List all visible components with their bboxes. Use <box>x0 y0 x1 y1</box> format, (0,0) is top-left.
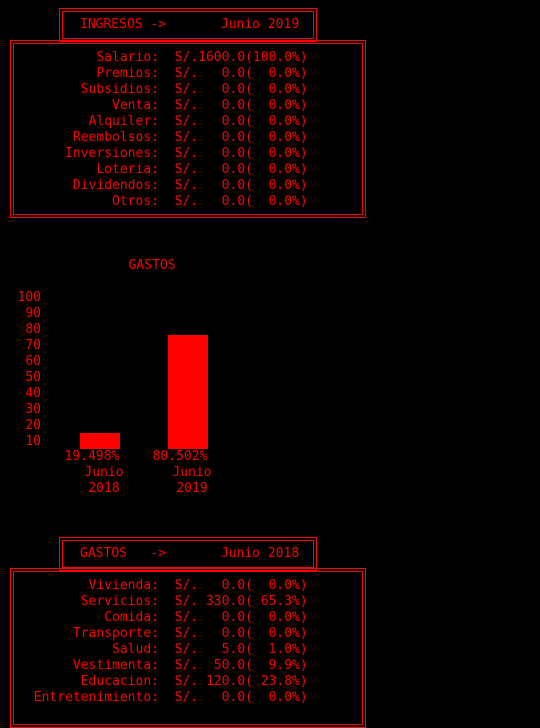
ingresos-row-label: Inversiones: <box>65 146 159 161</box>
y-tick-label: 30 <box>25 402 41 417</box>
ingresos-list: Salario: S/.1600.0(100.0%) Premios: S/. 0… <box>20 50 308 210</box>
bar <box>80 433 120 449</box>
ingresos-row-value: S/. 0.0( 0.0%) <box>174 130 308 145</box>
bar-value-label: 80.502% <box>152 449 208 464</box>
gastos-row-value: S/. 5.0( 1.0%) <box>174 642 308 657</box>
y-tick-label: 40 <box>25 386 41 401</box>
ingresos-row-label: Dividendos: <box>72 178 159 193</box>
y-tick-label: 90 <box>25 306 41 321</box>
gastos-row: Entretenimiento: S/. 0.0( 0.0%) <box>20 690 308 706</box>
ingresos-row-value: S/. 0.0( 0.0%) <box>174 82 308 97</box>
ingresos-row-value: S/. 0.0( 0.0%) <box>174 98 308 113</box>
ingresos-row: Inversiones: S/. 0.0( 0.0%) <box>20 146 308 162</box>
gastos-row: Vestimenta: S/. 50.0( 9.9%) <box>20 658 308 674</box>
ingresos-row-value: S/. 0.0( 0.0%) <box>174 194 308 209</box>
y-tick-label: 20 <box>25 418 41 433</box>
ingresos-row-label: Subsidios: <box>80 82 159 97</box>
ingresos-row-label: Alquiler: <box>88 114 159 129</box>
y-tick-label: 80 <box>25 322 41 337</box>
ingresos-row: Dividendos: S/. 0.0( 0.0%) <box>20 178 308 194</box>
category-label: 2018 <box>88 481 120 496</box>
ingresos-row-value: S/. 0.0( 0.0%) <box>174 178 308 193</box>
gastos-list: Vivienda: S/. 0.0( 0.0%) Servicios: S/. 3… <box>20 578 308 706</box>
ingresos-header-box <box>59 8 317 42</box>
ingresos-row: Salario: S/.1600.0(100.0%) <box>20 50 308 66</box>
y-tick-label: 70 <box>25 338 41 353</box>
bar-value-label: 19.498% <box>64 449 120 464</box>
gastos-row-label: Comida: <box>104 610 159 625</box>
gastos-row-label: Servicios: <box>80 594 159 609</box>
gastos-row-value: S/. 0.0( 0.0%) <box>174 610 308 625</box>
ingresos-row-value: S/. 0.0( 0.0%) <box>174 162 308 177</box>
ingresos-row-value: S/. 0.0( 0.0%) <box>174 66 308 81</box>
ingresos-row-value: S/.1600.0(100.0%) <box>174 50 308 65</box>
ingresos-row-value: S/. 0.0( 0.0%) <box>174 114 308 129</box>
gastos-row-label: Salud: <box>112 642 159 657</box>
category-label: 2019 <box>176 481 208 496</box>
y-tick-label: 60 <box>25 354 41 369</box>
gastos-row-value: S/. 0.0( 0.0%) <box>174 690 308 705</box>
y-tick-label: 10 <box>25 434 41 449</box>
ingresos-row: Alquiler: S/. 0.0( 0.0%) <box>20 114 308 130</box>
gastos-header-box <box>59 537 317 571</box>
gastos-row-value: S/. 330.0( 65.3%) <box>174 594 308 609</box>
gastos-row-value: S/. 0.0( 0.0%) <box>174 626 308 641</box>
ingresos-row: Reembolsos: S/. 0.0( 0.0%) <box>20 130 308 146</box>
gastos-row-label: Entretenimiento: <box>33 690 159 705</box>
ingresos-row: Subsidios: S/. 0.0( 0.0%) <box>20 82 308 98</box>
category-label: Junio <box>172 465 212 480</box>
ingresos-row-label: Reembolsos: <box>72 130 159 145</box>
ingresos-row: Otros: S/. 0.0( 0.0%) <box>20 194 308 210</box>
ingresos-row: Premios: S/. 0.0( 0.0%) <box>20 66 308 82</box>
gastos-row: Servicios: S/. 330.0( 65.3%) <box>20 594 308 610</box>
gastos-row: Educacion: S/. 120.0( 23.8%) <box>20 674 308 690</box>
ingresos-row-label: Premios: <box>96 66 159 81</box>
ingresos-row-label: Venta: <box>112 98 159 113</box>
ingresos-row: Loteria: S/. 0.0( 0.0%) <box>20 162 308 178</box>
ingresos-header-text: INGRESOS -> Junio 2019 <box>80 17 300 32</box>
gastos-row-label: Educacion: <box>80 674 159 689</box>
ingresos-row-label: Loteria: <box>96 162 159 177</box>
ingresos-row: Venta: S/. 0.0( 0.0%) <box>20 98 308 114</box>
gastos-row: Vivienda: S/. 0.0( 0.0%) <box>20 578 308 594</box>
gastos-row-value: S/. 120.0( 23.8%) <box>174 674 308 689</box>
gastos-row-label: Vivienda: <box>88 578 159 593</box>
chart-title: GASTOS <box>128 258 176 273</box>
gastos-row-value: S/. 0.0( 0.0%) <box>174 578 308 593</box>
y-tick-label: 50 <box>25 370 41 385</box>
gastos-row: Comida: S/. 0.0( 0.0%) <box>20 610 308 626</box>
ingresos-row-value: S/. 0.0( 0.0%) <box>174 146 308 161</box>
bar <box>168 335 208 449</box>
gastos-header-text: GASTOS -> Junio 2018 <box>80 546 300 561</box>
y-tick-label: 100 <box>17 290 41 305</box>
ingresos-row-label: Salario: <box>96 50 159 65</box>
ingresos-panel <box>10 40 366 218</box>
gastos-row-label: Vestimenta: <box>72 658 159 673</box>
category-label: Junio <box>84 465 124 480</box>
gastos-row: Salud: S/. 5.0( 1.0%) <box>20 642 308 658</box>
gastos-row: Transporte: S/. 0.0( 0.0%) <box>20 626 308 642</box>
gastos-row-value: S/. 50.0( 9.9%) <box>174 658 308 673</box>
gastos-chart: GASTOS 100 90 80 70 60 50 40 30 20 10 19.498% Junio… <box>0 250 300 500</box>
gastos-row-label: Transporte: <box>72 626 159 641</box>
ingresos-row-label: Otros: <box>112 194 159 209</box>
